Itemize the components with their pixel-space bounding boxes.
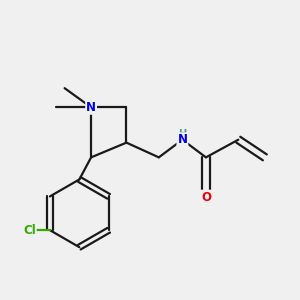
Text: N: N (86, 101, 96, 114)
Text: H: H (178, 129, 187, 139)
Text: O: O (201, 190, 211, 204)
Text: Cl: Cl (23, 224, 36, 237)
Text: N: N (177, 133, 188, 146)
